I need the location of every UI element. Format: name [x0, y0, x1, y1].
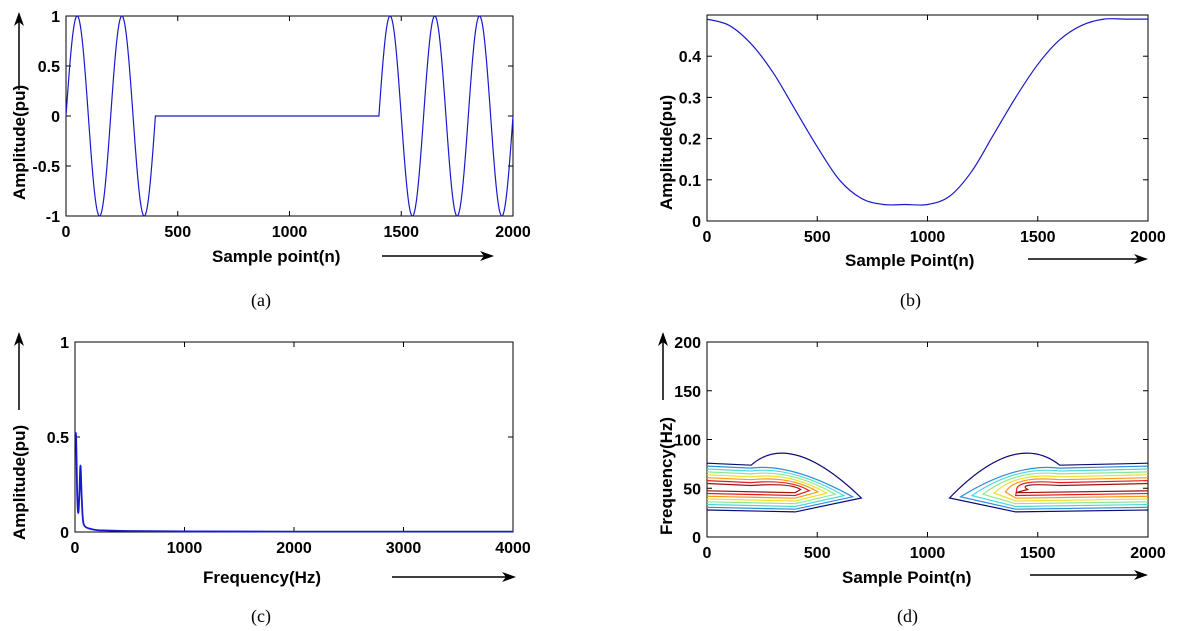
data-series — [706, 18, 1148, 206]
y-tick-label: 0 — [692, 530, 701, 547]
x-axis-label: Frequency(Hz) — [203, 568, 321, 587]
x-tick-label: 3000 — [386, 540, 422, 557]
series-line — [65, 15, 514, 217]
contour-level — [959, 465, 1149, 510]
contour-level — [1004, 477, 1149, 499]
x-tick-label: 0 — [703, 545, 712, 562]
contour-level — [706, 465, 855, 510]
x-tick-label: 0 — [703, 229, 712, 246]
x-tick-label: 1500 — [383, 224, 419, 241]
x-tick-label: 2000 — [1130, 229, 1166, 246]
x-tick-label: 1500 — [1020, 545, 1056, 562]
y-axis-label: Frequency(Hz) — [657, 417, 676, 535]
contour-level — [1014, 480, 1149, 497]
x-axis-label: Sample Point(n) — [842, 568, 971, 587]
x-axis-label: Sample Point(n) — [845, 251, 974, 270]
y-tick-label: 50 — [683, 481, 701, 498]
y-axis-label: Amplitude(pu) — [10, 85, 29, 200]
y-tick-label: 0 — [60, 525, 69, 542]
x-tick-label: 500 — [164, 224, 191, 241]
y-tick-label: 0.1 — [679, 173, 701, 190]
x-tick-label: 1000 — [167, 540, 203, 557]
y-tick-label: 0.2 — [679, 132, 701, 149]
y-tick-label: 0.5 — [38, 59, 60, 76]
plot-frame — [74, 341, 514, 533]
series-line — [706, 18, 1148, 206]
contour-level — [706, 474, 829, 502]
y-tick-label: -1 — [46, 209, 60, 226]
contour-level — [1015, 482, 1149, 494]
y-tick-label: 0 — [51, 109, 60, 126]
contour-level — [993, 474, 1149, 502]
panel-caption: (d) — [897, 606, 918, 627]
x-tick-label: 2000 — [495, 224, 531, 241]
panel-caption: (a) — [251, 290, 271, 311]
axis-ticks: 0 500 1000 1500 2000 0 50 100 150 200 — [674, 335, 1166, 562]
axis-ticks: 0 1000 2000 3000 4000 0 0.5 1 — [47, 335, 531, 557]
contour-level — [948, 452, 1149, 513]
y-tick-label: 1 — [51, 9, 60, 26]
panel-d: 0 500 1000 1500 2000 0 50 100 150 200 Sample Poin… — [657, 332, 1166, 627]
x-tick-label: 1000 — [910, 545, 946, 562]
y-tick-label: 0.3 — [679, 90, 701, 107]
x-axis-label: Sample point(n) — [212, 247, 340, 266]
y-tick-label: -0.5 — [32, 159, 60, 176]
contour-level — [706, 477, 820, 499]
contour-level — [706, 482, 802, 494]
plot-frame — [706, 14, 1149, 222]
y-tick-label: 200 — [674, 335, 701, 352]
y-axis-label: Amplitude(pu) — [657, 95, 676, 210]
contour-level — [970, 468, 1149, 508]
data-series — [65, 15, 514, 217]
panel-b: 0 500 1000 1500 2000 0 0.1 0.2 0.3 0.4 Sample Poi… — [657, 14, 1166, 311]
y-tick-label: 0 — [692, 214, 701, 231]
x-tick-label: 0 — [71, 540, 80, 557]
x-tick-label: 500 — [804, 545, 831, 562]
series-line — [74, 431, 513, 533]
panel-caption: (c) — [251, 606, 271, 627]
x-tick-label: 4000 — [495, 540, 531, 557]
contour-level — [981, 471, 1149, 505]
panel-c: 0 1000 2000 3000 4000 0 0.5 1 Frequency(Hz) Amp… — [10, 332, 531, 627]
contour-level — [706, 452, 863, 513]
contour-level — [706, 468, 846, 508]
y-tick-label: 0.5 — [47, 430, 69, 447]
panel-caption: (b) — [900, 290, 921, 311]
y-tick-label: 100 — [674, 433, 701, 450]
contour-level — [706, 471, 837, 505]
x-tick-label: 1000 — [910, 229, 946, 246]
x-tick-label: 2000 — [1130, 545, 1166, 562]
x-tick-label: 0 — [62, 224, 71, 241]
axis-ticks: 0 500 1000 1500 2000 -1 -0.5 0 0.5 1 — [32, 9, 530, 241]
y-axis-label: Amplitude(pu) — [10, 425, 29, 540]
axis-ticks: 0 500 1000 1500 2000 0 0.1 0.2 0.3 0.4 — [679, 15, 1166, 246]
x-tick-label: 500 — [804, 229, 831, 246]
y-tick-label: 150 — [674, 384, 701, 401]
contour-level — [706, 480, 811, 497]
x-tick-label: 1000 — [272, 224, 308, 241]
x-tick-label: 1500 — [1020, 229, 1056, 246]
panel-a: 0 500 1000 1500 2000 -1 -0.5 0 0.5 1 Sample point… — [10, 9, 531, 311]
x-tick-label: 2000 — [276, 540, 312, 557]
y-tick-label: 1 — [60, 335, 69, 352]
contour-lines — [706, 452, 1149, 513]
y-tick-label: 0.4 — [679, 49, 701, 66]
data-series — [74, 431, 513, 533]
